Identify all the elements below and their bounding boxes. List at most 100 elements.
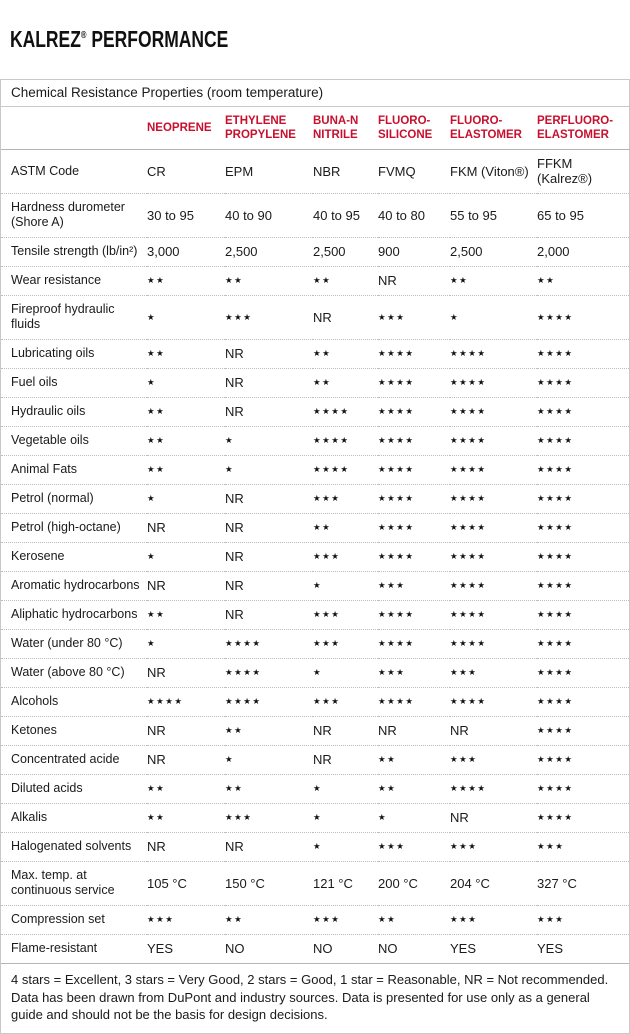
cell-value: ★★★★: [450, 638, 487, 648]
cell-value: ★★★★: [378, 638, 415, 648]
cell-value: ★★★: [313, 696, 341, 706]
column-header: PERFLUORO- ELASTOMER: [537, 115, 614, 141]
cell-value: ★★★: [378, 841, 406, 851]
cell-value: NR: [147, 839, 166, 854]
cell-value: ★★: [147, 783, 166, 793]
row-label: Water (under 80 °C): [11, 636, 123, 650]
cell-value: ★★: [147, 275, 166, 285]
row-label: Hardness durometer (Shore A): [11, 200, 125, 229]
cell-value: 2,500: [225, 244, 258, 259]
cell-value: NO: [313, 941, 333, 956]
cell-value: ★★: [537, 275, 556, 285]
cell-value: ★★★★: [378, 464, 415, 474]
row-label: Alcohols: [11, 694, 59, 708]
cell-value: ★★★: [313, 551, 341, 561]
row-label: Hydraulic oils: [11, 404, 86, 418]
cell-value: ★★★: [147, 914, 175, 924]
column-header: ETHYLENE PROPYLENE: [225, 115, 296, 141]
cell-value: ★★: [313, 275, 332, 285]
cell-value: ★★★: [378, 667, 406, 677]
brand-name: KALREZ: [10, 26, 81, 52]
cell-value: ★★★: [225, 311, 253, 322]
cell-value: NR: [147, 578, 166, 593]
row-label: Petrol (normal): [11, 491, 94, 505]
cell-value: ★: [147, 493, 157, 503]
cell-value: ★★★: [225, 812, 253, 822]
cell-value: 2,500: [450, 244, 483, 259]
cell-value: ★★★★: [537, 754, 574, 764]
cell-value: ★★★★: [537, 311, 574, 322]
cell-value: 121 °C: [313, 875, 353, 891]
cell-value: ★★★: [378, 580, 406, 590]
row-label: Alkalis: [11, 810, 48, 824]
cell-value: ★★★★: [225, 638, 262, 648]
table-row: Hydraulic oils ★★ NR ★★★★ ★★★★ ★★★★ ★★★★: [1, 398, 630, 427]
cell-value: NR: [225, 578, 244, 593]
cell-value: ★★★★: [537, 522, 574, 532]
corner-cell: [1, 107, 147, 150]
cell-value: NO: [378, 941, 398, 956]
row-label: Wear resistance: [11, 273, 102, 287]
cell-value: ★★★★: [537, 464, 574, 474]
cell-value: ★: [147, 551, 157, 561]
cell-value: ★★★★: [537, 725, 574, 735]
cell-value: ★★★: [450, 667, 478, 677]
cell-value: ★★: [225, 275, 244, 285]
cell-value: ★★: [147, 406, 166, 416]
cell-value: ★★: [147, 348, 166, 358]
cell-value: 2,500: [313, 244, 346, 259]
cell-value: ★★★★: [225, 667, 262, 677]
table-row: Halogenated solvents NR NR ★ ★★★ ★★★ ★★★: [1, 833, 630, 862]
column-header-row: NEOPRENE ETHYLENE PROPYLENE BUNA-N NITRILE…: [1, 107, 630, 150]
table-row: Animal Fats ★★ ★ ★★★★ ★★★★ ★★★★ ★★★★: [1, 456, 630, 485]
cell-value: ★: [378, 812, 388, 822]
cell-value: ★★★★: [450, 696, 487, 706]
cell-value: 40 to 95: [313, 207, 360, 223]
cell-value: ★: [450, 311, 460, 322]
table-row: Flame-resistant YES NO NO NO YES YES: [1, 935, 630, 964]
column-header: FLUORO- SILICONE: [378, 115, 433, 141]
cell-value: 3,000: [147, 244, 180, 259]
cell-value: ★★★★: [537, 551, 574, 561]
cell-value: YES: [450, 941, 477, 956]
cell-value: ★★★★: [537, 696, 574, 706]
table-row: Lubricating oils ★★ NR ★★ ★★★★ ★★★★ ★★★★: [1, 340, 630, 369]
cell-value: NR: [225, 491, 244, 506]
cell-value: ★★★★: [537, 493, 574, 503]
cell-value: ★★★: [313, 609, 341, 619]
cell-value: ★★★★: [378, 551, 415, 561]
cell-value: YES: [147, 941, 174, 956]
table-row: Hardness durometer (Shore A) 30 to 95 40 t…: [1, 194, 630, 238]
cell-value: ★★★★: [537, 609, 574, 619]
row-label: Vegetable oils: [11, 433, 89, 447]
cell-value: ★: [225, 435, 235, 445]
table-row: Fuel oils ★ NR ★★ ★★★★ ★★★★ ★★★★: [1, 369, 630, 398]
chemical-resistance-table: Chemical Resistance Properties (room tem…: [0, 79, 630, 1034]
row-label: Diluted acids: [11, 781, 83, 795]
cell-value: ★★★★: [537, 580, 574, 590]
row-label: Animal Fats: [11, 462, 77, 476]
cell-value: NBR: [313, 163, 341, 179]
cell-value: ★★★: [450, 754, 478, 764]
cell-value: NR: [225, 520, 244, 535]
cell-value: FFKM (Kalrez®): [537, 156, 593, 186]
star-legend: 4 stars = Excellent, 3 stars = Very Good…: [11, 972, 609, 987]
row-label: Halogenated solvents: [11, 839, 132, 853]
cell-value: EPM: [225, 163, 254, 179]
cell-value: NR: [450, 810, 469, 825]
cell-value: ★★★★: [450, 377, 487, 387]
cell-value: ★★★★: [450, 464, 487, 474]
cell-value: ★: [147, 377, 157, 387]
cell-value: ★★: [378, 754, 397, 764]
cell-value: ★: [313, 841, 323, 851]
cell-value: 900: [378, 244, 400, 259]
cell-value: ★: [313, 580, 323, 590]
cell-value: FVMQ: [378, 163, 416, 179]
cell-value: 65 to 95: [537, 207, 584, 223]
row-label: Lubricating oils: [11, 346, 95, 360]
cell-value: ★★★: [450, 914, 478, 924]
cell-value: NR: [147, 665, 166, 680]
cell-value: ★★: [147, 464, 166, 474]
row-label: Aliphatic hydrocarbons: [11, 607, 138, 621]
row-label: Fireproof hydraulic fluids: [11, 302, 115, 331]
